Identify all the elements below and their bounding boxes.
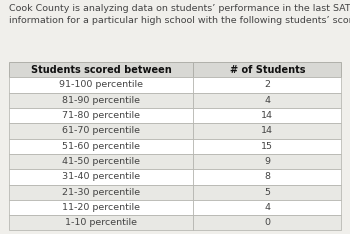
Bar xyxy=(9,185,193,200)
Text: 71-80 percentile: 71-80 percentile xyxy=(62,111,140,120)
Bar xyxy=(9,123,193,139)
Text: 21-30 percentile: 21-30 percentile xyxy=(62,188,140,197)
Bar xyxy=(9,108,193,123)
Text: 9: 9 xyxy=(264,157,270,166)
Bar xyxy=(193,108,341,123)
Text: 4: 4 xyxy=(264,203,270,212)
Bar xyxy=(9,200,193,215)
Bar xyxy=(9,169,193,185)
Text: 0: 0 xyxy=(264,218,270,227)
Text: 14: 14 xyxy=(261,126,273,135)
Bar xyxy=(193,215,341,230)
Bar xyxy=(9,215,193,230)
Text: 5: 5 xyxy=(264,188,270,197)
Bar xyxy=(193,62,341,77)
Bar xyxy=(193,93,341,108)
Bar xyxy=(9,93,193,108)
Bar xyxy=(9,77,193,93)
Bar xyxy=(193,154,341,169)
Text: Students scored between: Students scored between xyxy=(31,65,172,75)
Text: 51-60 percentile: 51-60 percentile xyxy=(62,142,140,151)
Bar xyxy=(193,185,341,200)
Text: 14: 14 xyxy=(261,111,273,120)
Text: # of Students: # of Students xyxy=(230,65,305,75)
Bar xyxy=(193,77,341,93)
Bar xyxy=(193,169,341,185)
Text: 1-10 percentile: 1-10 percentile xyxy=(65,218,137,227)
Text: 91-100 percentile: 91-100 percentile xyxy=(59,80,143,89)
Text: 61-70 percentile: 61-70 percentile xyxy=(62,126,140,135)
Bar xyxy=(193,123,341,139)
Text: 15: 15 xyxy=(261,142,273,151)
Text: 8: 8 xyxy=(264,172,270,181)
Bar xyxy=(193,139,341,154)
Text: 81-90 percentile: 81-90 percentile xyxy=(62,96,140,105)
Bar xyxy=(9,139,193,154)
Text: 2: 2 xyxy=(264,80,270,89)
Text: 31-40 percentile: 31-40 percentile xyxy=(62,172,140,181)
Bar xyxy=(9,154,193,169)
Text: 41-50 percentile: 41-50 percentile xyxy=(62,157,140,166)
Text: 11-20 percentile: 11-20 percentile xyxy=(62,203,140,212)
Text: 4: 4 xyxy=(264,96,270,105)
Text: Cook County is analyzing data on students’ performance in the last SAT tests. Th: Cook County is analyzing data on student… xyxy=(9,4,350,25)
Bar xyxy=(193,200,341,215)
Bar xyxy=(9,62,193,77)
